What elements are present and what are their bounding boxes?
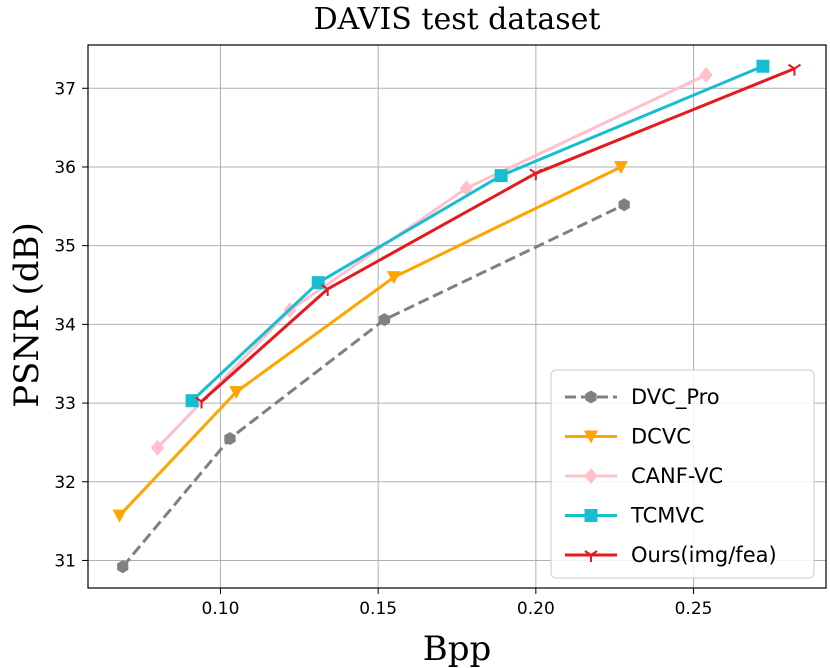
legend-label-dcvc: DCVC bbox=[631, 425, 691, 449]
legend-label-dvc-pro: DVC_Pro bbox=[631, 385, 720, 410]
legend-marker-canf-vc bbox=[584, 468, 598, 484]
series-line-ours-img-fea bbox=[200, 67, 796, 403]
data-point-dvc-pro bbox=[378, 313, 391, 327]
x-tick-label: 0.25 bbox=[675, 599, 713, 619]
data-point-tcmvc bbox=[311, 276, 325, 290]
data-point-ours-img-fea bbox=[194, 396, 209, 409]
data-point-canf-vc bbox=[459, 180, 473, 197]
data-point-tcmvc bbox=[756, 59, 770, 73]
data-point-dcvc bbox=[386, 271, 401, 285]
tick-group: 0.10 0.15 0.20 0.25 31 32 33 34 35 36 37 bbox=[54, 79, 712, 619]
y-tick-label: 36 bbox=[54, 158, 76, 178]
y-tick-label: 33 bbox=[54, 394, 76, 414]
data-point-tcmvc bbox=[494, 169, 508, 183]
series-line-dvc-pro bbox=[121, 203, 625, 568]
legend: DVC_Pro DCVC CANF-VC TCMVC Ours(img/fea) bbox=[550, 369, 815, 579]
x-tick-label: 0.10 bbox=[202, 599, 240, 619]
x-axis-label: Bpp bbox=[423, 629, 492, 668]
legend-marker-dvc-pro bbox=[585, 390, 597, 404]
y-tick-label: 31 bbox=[54, 551, 76, 571]
data-point-dvc-pro bbox=[224, 432, 236, 445]
x-tick-label: 0.20 bbox=[517, 599, 555, 619]
legend-label-canf-vc: CANF-VC bbox=[631, 464, 723, 488]
legend-label-ours-img-fea: Ours(img/fea) bbox=[631, 543, 777, 567]
data-point-dcvc bbox=[112, 509, 127, 523]
data-point-dcvc bbox=[229, 386, 244, 400]
data-point-ours-img-fea bbox=[787, 63, 802, 76]
data-point-canf-vc bbox=[699, 66, 713, 83]
series-group bbox=[112, 59, 802, 574]
series-line-tcmvc bbox=[191, 64, 764, 402]
data-point-dcvc bbox=[614, 160, 628, 174]
legend-label-tcmvc: TCMVC bbox=[630, 504, 704, 528]
legend-marker-tcmvc bbox=[584, 509, 598, 522]
data-point-ours-img-fea bbox=[529, 168, 543, 181]
data-point-ours-img-fea bbox=[321, 284, 335, 296]
legend-marker-ours-img-fea bbox=[584, 550, 598, 562]
y-tick-label: 37 bbox=[54, 79, 76, 99]
y-tick-label: 32 bbox=[54, 473, 76, 493]
y-tick-label: 35 bbox=[54, 237, 76, 257]
y-axis-label: PSNR (dB) bbox=[7, 222, 47, 408]
y-tick-label: 34 bbox=[54, 315, 76, 335]
data-point-dvc-pro bbox=[117, 560, 129, 574]
data-point-canf-vc bbox=[150, 439, 164, 456]
data-point-dvc-pro bbox=[618, 198, 630, 212]
chart-title: DAVIS test dataset bbox=[314, 2, 601, 37]
legend-marker-dcvc bbox=[584, 430, 598, 444]
series-line-dcvc bbox=[118, 165, 622, 517]
x-tick-label: 0.15 bbox=[359, 599, 397, 619]
data-point-tcmvc bbox=[185, 394, 199, 408]
legend-box bbox=[550, 369, 815, 579]
plot-frame bbox=[87, 44, 827, 589]
